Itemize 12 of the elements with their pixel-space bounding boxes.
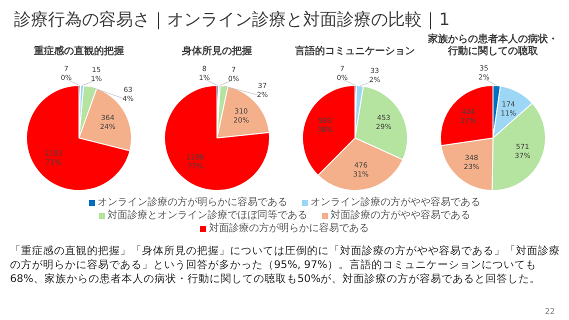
text: 22 (544, 307, 555, 316)
chart-title: 言語的コミュニケーション (294, 44, 416, 58)
legend-label: オンライン診療の方がやや容易である (310, 196, 480, 209)
legend-label: 対面診療とオンライン診療でほぼ同等である (108, 209, 308, 222)
chart-title: 重症感の直観的把握 (33, 44, 125, 58)
legend-label: 対面診療の方が明らかに容易である (209, 222, 369, 235)
legend-label: 対面診療の方がやや容易である (330, 209, 470, 222)
chart-title: 家族からの患者本人の病状・行動に関しての聴取 (427, 32, 559, 58)
chart-title: 身体所見の把握 (181, 44, 253, 58)
legend-label: オンライン診療の方が明らかに容易である (98, 196, 288, 209)
text: 「重症感の直観的把握」「身体所見の把握」については圧倒的に「対面診療の方がやや容易である」「対面診療の方が明らかに容易である」という回答が多かった（95%, 97%）。言語的コミュニケーションについても68%、家族からの患者本人の病状・行動に関しての聴取も50%が、対面診療の方が容易であると回答した。 (10, 244, 561, 286)
text: 診療行為の容易さ｜オンライン診療と対面診療の比較｜1 (14, 9, 450, 31)
